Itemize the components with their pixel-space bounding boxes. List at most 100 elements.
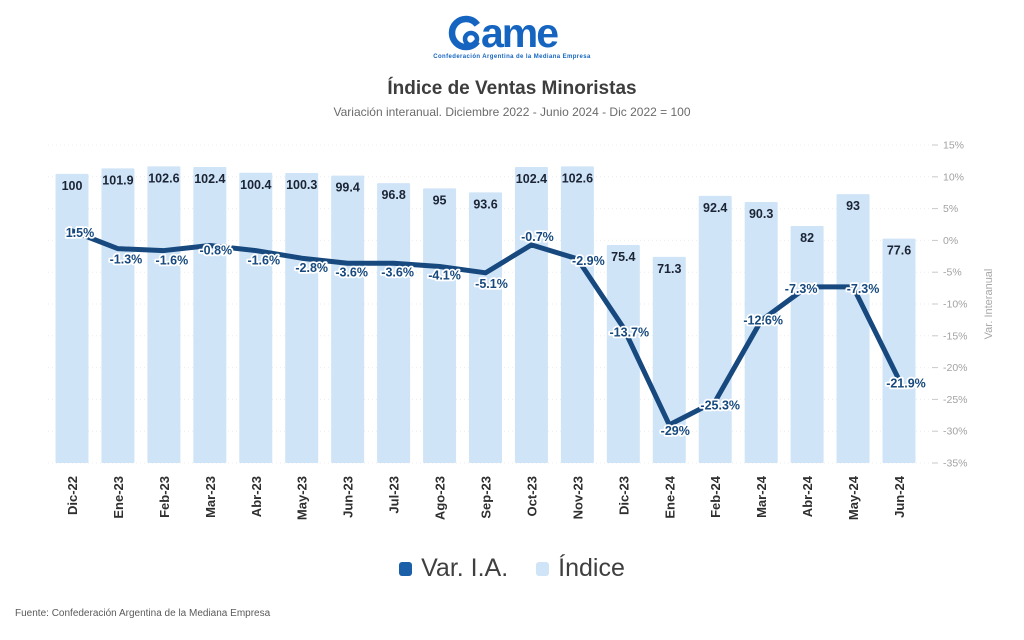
line-value-label: -5.1%: [475, 277, 508, 291]
came-logo-inner-ring: [462, 30, 480, 48]
legend-indice-label: Índice: [558, 554, 625, 582]
bar-value-label: 93.6: [473, 197, 497, 211]
y-tick-label: 5%: [943, 203, 958, 215]
index-bar: [147, 166, 181, 463]
index-bar: [331, 175, 365, 464]
line-value-label: -1.6%: [156, 254, 189, 268]
y-tick-label: 15%: [943, 140, 964, 152]
y-tick-label: 10%: [943, 171, 964, 183]
line-value-label: -1.6%: [247, 254, 280, 268]
x-tick-label: Dic-23: [616, 476, 631, 515]
index-bar: [101, 168, 135, 463]
x-tick-label: May-24: [846, 475, 861, 520]
bar-value-label: 95: [433, 193, 447, 207]
chart-legend: Var. I.A. Índice: [0, 556, 1024, 581]
bar-value-label: 75.4: [611, 250, 635, 264]
index-bar: [698, 195, 732, 463]
index-bar: [193, 166, 227, 464]
bar-value-label: 101.9: [102, 173, 133, 187]
line-value-label: 1.5%: [66, 226, 95, 240]
bar-value-label: 90.3: [749, 207, 773, 221]
legend-var-ia-swatch-icon: [399, 561, 413, 576]
y-tick-label: -10%: [943, 299, 968, 311]
index-bar: [744, 201, 778, 463]
bar-value-label: 100.4: [240, 178, 271, 192]
variation-line: [69, 228, 902, 428]
line-value-label: -2.8%: [295, 261, 328, 275]
index-bar: [836, 194, 870, 464]
x-tick-label: Abr-23: [249, 476, 264, 517]
index-bar: [285, 173, 319, 464]
line-value-label: -21.9%: [886, 377, 926, 391]
x-tick-label: Oct-23: [524, 476, 539, 516]
index-bar: [377, 183, 411, 463]
y-tick-label: -35%: [943, 458, 968, 470]
bar-value-label: 102.4: [194, 172, 225, 186]
bar-value-label: 96.8: [381, 188, 405, 202]
x-tick-label: Jun-23: [341, 476, 356, 518]
y-tick-label: 0%: [943, 235, 958, 247]
x-tick-label: Nov-23: [570, 476, 585, 519]
x-tick-label: May-23: [295, 476, 310, 520]
line-value-label: -2.9%: [572, 254, 605, 268]
bar-value-label: 102.4: [516, 172, 547, 186]
line-value-label: -3.6%: [335, 265, 368, 279]
y-tick-label: -20%: [943, 362, 968, 374]
line-value-label: -29%: [661, 424, 690, 438]
x-tick-label: Ene-24: [662, 475, 677, 518]
bar-value-label: 77.6: [887, 244, 911, 258]
x-tick-label: Feb-23: [157, 476, 172, 518]
page-subtitle: Variación interanual. Diciembre 2022 - J…: [333, 105, 691, 119]
x-tick-label: Jun-24: [892, 475, 907, 518]
index-bar: [606, 245, 640, 463]
line-value-label: -1.3%: [110, 253, 143, 267]
came-logo-c-ring: [448, 15, 484, 51]
source-note: Fuente: Confederación Argentina de la Me…: [15, 608, 271, 619]
bar-value-label: 100: [62, 179, 83, 193]
bar-value-label: 92.4: [703, 201, 727, 215]
line-value-label: -4.1%: [428, 268, 461, 282]
right-axis-title: Var. Interanual: [983, 269, 995, 340]
index-bar: [239, 172, 273, 463]
y-tick-label: -15%: [943, 330, 968, 342]
index-bar: [469, 192, 502, 464]
line-value-label: -0.8%: [200, 243, 233, 257]
x-tick-label: Sep-23: [479, 476, 494, 519]
index-bar: [560, 166, 594, 463]
line-value-label: -7.3%: [847, 282, 880, 296]
x-tick-label: Ene-23: [111, 476, 126, 519]
came-logo-mark: ame: [448, 10, 560, 56]
bar-value-label: 82: [800, 231, 814, 245]
x-tick-label: Abr-24: [800, 475, 815, 517]
x-tick-label: Feb-24: [708, 475, 723, 518]
y-tick-label: -30%: [943, 426, 968, 438]
line-value-label: -0.7%: [521, 230, 554, 244]
index-bar: [790, 225, 824, 463]
x-tick-label: Jul-23: [387, 476, 402, 514]
index-bar: [423, 188, 457, 463]
line-value-label: -3.6%: [381, 265, 414, 279]
x-tick-label: Mar-23: [203, 476, 218, 518]
bar-value-label: 102.6: [148, 171, 179, 185]
legend-indice-swatch-icon: [536, 561, 550, 576]
legend-var-ia-label: Var. I.A.: [421, 554, 509, 582]
x-tick-label: Mar-24: [754, 475, 769, 518]
came-logo-text: ame: [481, 10, 558, 56]
bar-value-label: 71.3: [657, 262, 681, 276]
index-bar: [882, 238, 916, 463]
bar-value-label: 93: [846, 199, 860, 213]
bar-value-label: 100.3: [286, 178, 317, 192]
came-logo: ame Confederación Argentina de la Median…: [0, 8, 1024, 60]
line-value-label: -12.6%: [743, 314, 783, 328]
y-tick-label: -25%: [943, 394, 968, 406]
bar-value-label: 99.4: [335, 181, 359, 195]
index-bar: [514, 166, 548, 464]
came-logo-tagline: Confederación Argentina de la Mediana Em…: [433, 54, 591, 60]
line-value-label: -13.7%: [610, 326, 650, 340]
bar-value-label: 102.6: [562, 171, 593, 185]
x-tick-label: Ago-23: [433, 476, 448, 520]
x-tick-label: Dic-22: [65, 476, 80, 515]
index-bar: [55, 173, 89, 463]
